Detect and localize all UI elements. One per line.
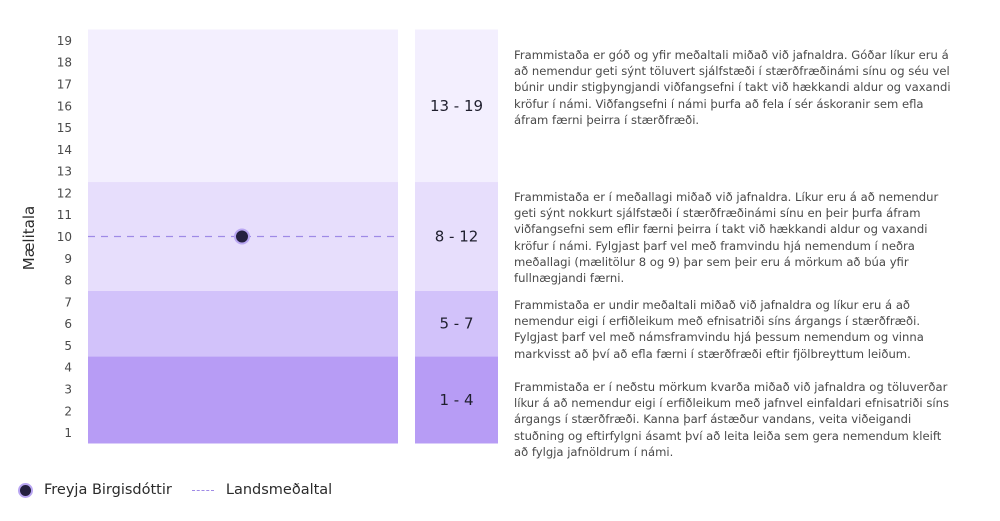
band-13-19 xyxy=(88,29,398,183)
y-tick-label: 1 xyxy=(64,426,72,440)
legend-national-label: Landsmeðaltal xyxy=(225,482,333,498)
band-label-cell-1-4 xyxy=(415,356,498,444)
y-tick-label: 7 xyxy=(64,295,72,309)
y-tick-label: 10 xyxy=(57,230,72,244)
y-tick-label: 5 xyxy=(64,339,72,353)
band-description-8-12: Frammistaða er í meðallagi miðað við jaf… xyxy=(514,190,939,286)
y-axis-label: Mælitala xyxy=(20,206,38,270)
band-column-main xyxy=(88,29,398,444)
legend: Freyja Birgisdóttir Landsmeðaltal xyxy=(18,482,352,498)
y-tick-label: 3 xyxy=(64,383,72,397)
series-marks xyxy=(88,228,398,245)
band-range-label: 5 - 7 xyxy=(439,315,473,333)
y-tick-label: 17 xyxy=(57,77,72,91)
y-tick-label: 4 xyxy=(64,361,72,375)
band-description-1-4: Frammistaða er í neðstu mörkum kvarða mi… xyxy=(514,380,949,459)
band-label-cell-8-12 xyxy=(415,182,498,291)
y-tick-label: 18 xyxy=(57,56,72,70)
legend-item-student: Freyja Birgisdóttir xyxy=(18,482,172,498)
y-tick-label: 2 xyxy=(64,404,72,418)
band-range-label: 8 - 12 xyxy=(435,228,479,246)
y-tick-label: 8 xyxy=(64,274,72,288)
y-tick-label: 14 xyxy=(57,143,72,157)
band-5-7 xyxy=(88,290,398,357)
student-dot-icon xyxy=(18,482,33,498)
y-tick-label: 6 xyxy=(64,317,72,331)
band-description-5-7: Frammistaða er undir meðaltali miðað við… xyxy=(514,298,924,361)
band-label-cell-5-7 xyxy=(415,290,498,357)
band-label-cell-13-19 xyxy=(415,29,498,183)
y-tick-label: 11 xyxy=(57,208,72,222)
student-score-point xyxy=(234,228,250,245)
legend-student-label: Freyja Birgisdóttir xyxy=(44,482,172,498)
legend-item-national: Landsmeðaltal xyxy=(191,482,333,498)
band-description-13-19: Frammistaða er góð og yfir meðaltali mið… xyxy=(514,48,951,127)
band-range-labels: 1 - 4 5 - 7 8 - 12 13 - 19 xyxy=(430,97,483,409)
y-tick-label: 12 xyxy=(57,186,72,200)
y-tick-label: 19 xyxy=(57,34,72,48)
dashed-line-icon xyxy=(191,489,214,491)
y-tick-label: 13 xyxy=(57,165,72,179)
y-tick-label: 16 xyxy=(57,99,72,113)
y-tick-label: 15 xyxy=(57,121,72,135)
band-range-label: 13 - 19 xyxy=(430,97,483,115)
band-range-label: 1 - 4 xyxy=(439,391,473,409)
band-1-4 xyxy=(88,356,398,444)
band-column-labels xyxy=(415,29,498,444)
y-tick-label: 9 xyxy=(64,252,72,266)
